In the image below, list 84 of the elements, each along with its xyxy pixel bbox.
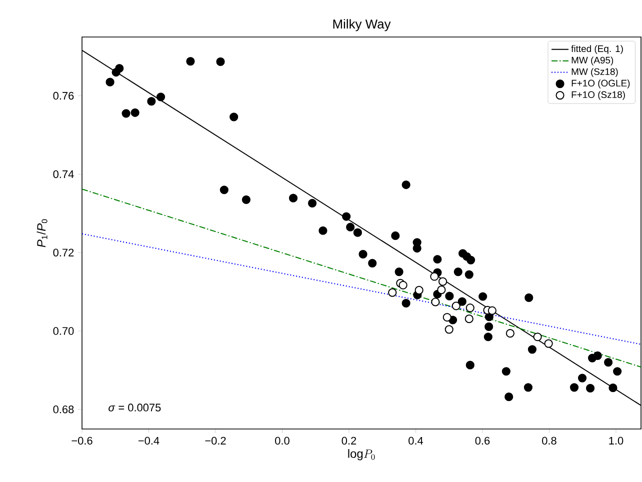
- y-tick-label: 0.70: [53, 327, 74, 335]
- legend-label: MW (Sz18): [572, 68, 618, 77]
- x-tick-label: 0.0: [275, 436, 290, 445]
- point: [342, 212, 351, 221]
- point: [391, 231, 400, 240]
- point: [394, 267, 404, 276]
- y-tick-label: 0.76: [53, 92, 74, 100]
- y-tick-label: 0.72: [53, 248, 74, 256]
- point: [388, 288, 397, 297]
- x-tick-label: −0.6: [72, 436, 92, 445]
- point: [586, 384, 595, 393]
- point: [346, 222, 355, 232]
- point: [478, 292, 488, 301]
- point: [454, 267, 462, 276]
- point: [186, 56, 195, 66]
- point: [593, 351, 602, 360]
- y-tick-label: 0.68: [53, 406, 74, 414]
- legend-label: F+1O (OGLE): [572, 80, 630, 88]
- x-tick-label: 0.8: [542, 436, 556, 445]
- x-tick-label: 1.0: [609, 436, 624, 445]
- point: [445, 292, 454, 300]
- y-tick-label: 0.74: [53, 170, 74, 178]
- point: [466, 360, 474, 370]
- legend-label: F+1O (Sz18): [572, 91, 625, 100]
- x-tick-label: −0.2: [205, 436, 226, 445]
- point: [458, 297, 466, 306]
- point: [402, 298, 410, 308]
- point: [358, 250, 368, 258]
- point: [484, 332, 492, 342]
- legend-label: fitted (Eq. 1): [571, 45, 623, 54]
- point: [524, 383, 533, 392]
- point: [288, 194, 298, 202]
- point: [504, 392, 514, 402]
- point: [216, 57, 225, 66]
- point: [402, 180, 410, 190]
- point: [368, 258, 377, 268]
- point: [464, 314, 474, 324]
- point: [528, 345, 537, 354]
- point: [156, 92, 166, 102]
- legend-label: MW (A95): [572, 56, 614, 66]
- annotation: σ = 0.0075: [108, 404, 161, 412]
- point: [318, 226, 328, 235]
- point: [308, 198, 317, 208]
- point: [533, 332, 542, 342]
- x-axis-title: $\mathrm{log}P_{0}$: [348, 449, 375, 460]
- point: [130, 108, 140, 117]
- point: [502, 367, 510, 376]
- point: [398, 280, 408, 290]
- x-tick-label: 0.6: [475, 436, 490, 445]
- point: [488, 306, 496, 315]
- point: [462, 252, 472, 261]
- point: [506, 329, 514, 338]
- point: [220, 186, 228, 194]
- y-axis-title: P$_{1}$/P$_{0}$: [36, 219, 48, 248]
- x-tick-label: 0.4: [408, 436, 424, 445]
- point: [464, 270, 474, 279]
- point: [230, 112, 238, 122]
- chart-title: Milky Way: [333, 19, 391, 32]
- point: [570, 383, 579, 392]
- point: [353, 228, 362, 237]
- point: [433, 254, 442, 264]
- point: [414, 286, 424, 295]
- point: [147, 96, 156, 106]
- point: [430, 272, 439, 281]
- point: [242, 195, 251, 204]
- point: [106, 78, 114, 86]
- point: [466, 304, 474, 312]
- point: [484, 322, 494, 331]
- point: [122, 109, 130, 118]
- x-tick-label: −0.4: [138, 436, 160, 445]
- point: [608, 384, 618, 392]
- point: [452, 302, 460, 310]
- point: [524, 293, 534, 302]
- point: [613, 367, 622, 376]
- point: [578, 374, 587, 382]
- point: [438, 277, 448, 286]
- point: [544, 339, 553, 348]
- point: [442, 312, 452, 322]
- point: [604, 358, 613, 367]
- point: [431, 298, 440, 306]
- point: [444, 325, 454, 334]
- point: [115, 64, 124, 73]
- point: [437, 286, 446, 294]
- x-tick-label: 0.2: [342, 436, 356, 445]
